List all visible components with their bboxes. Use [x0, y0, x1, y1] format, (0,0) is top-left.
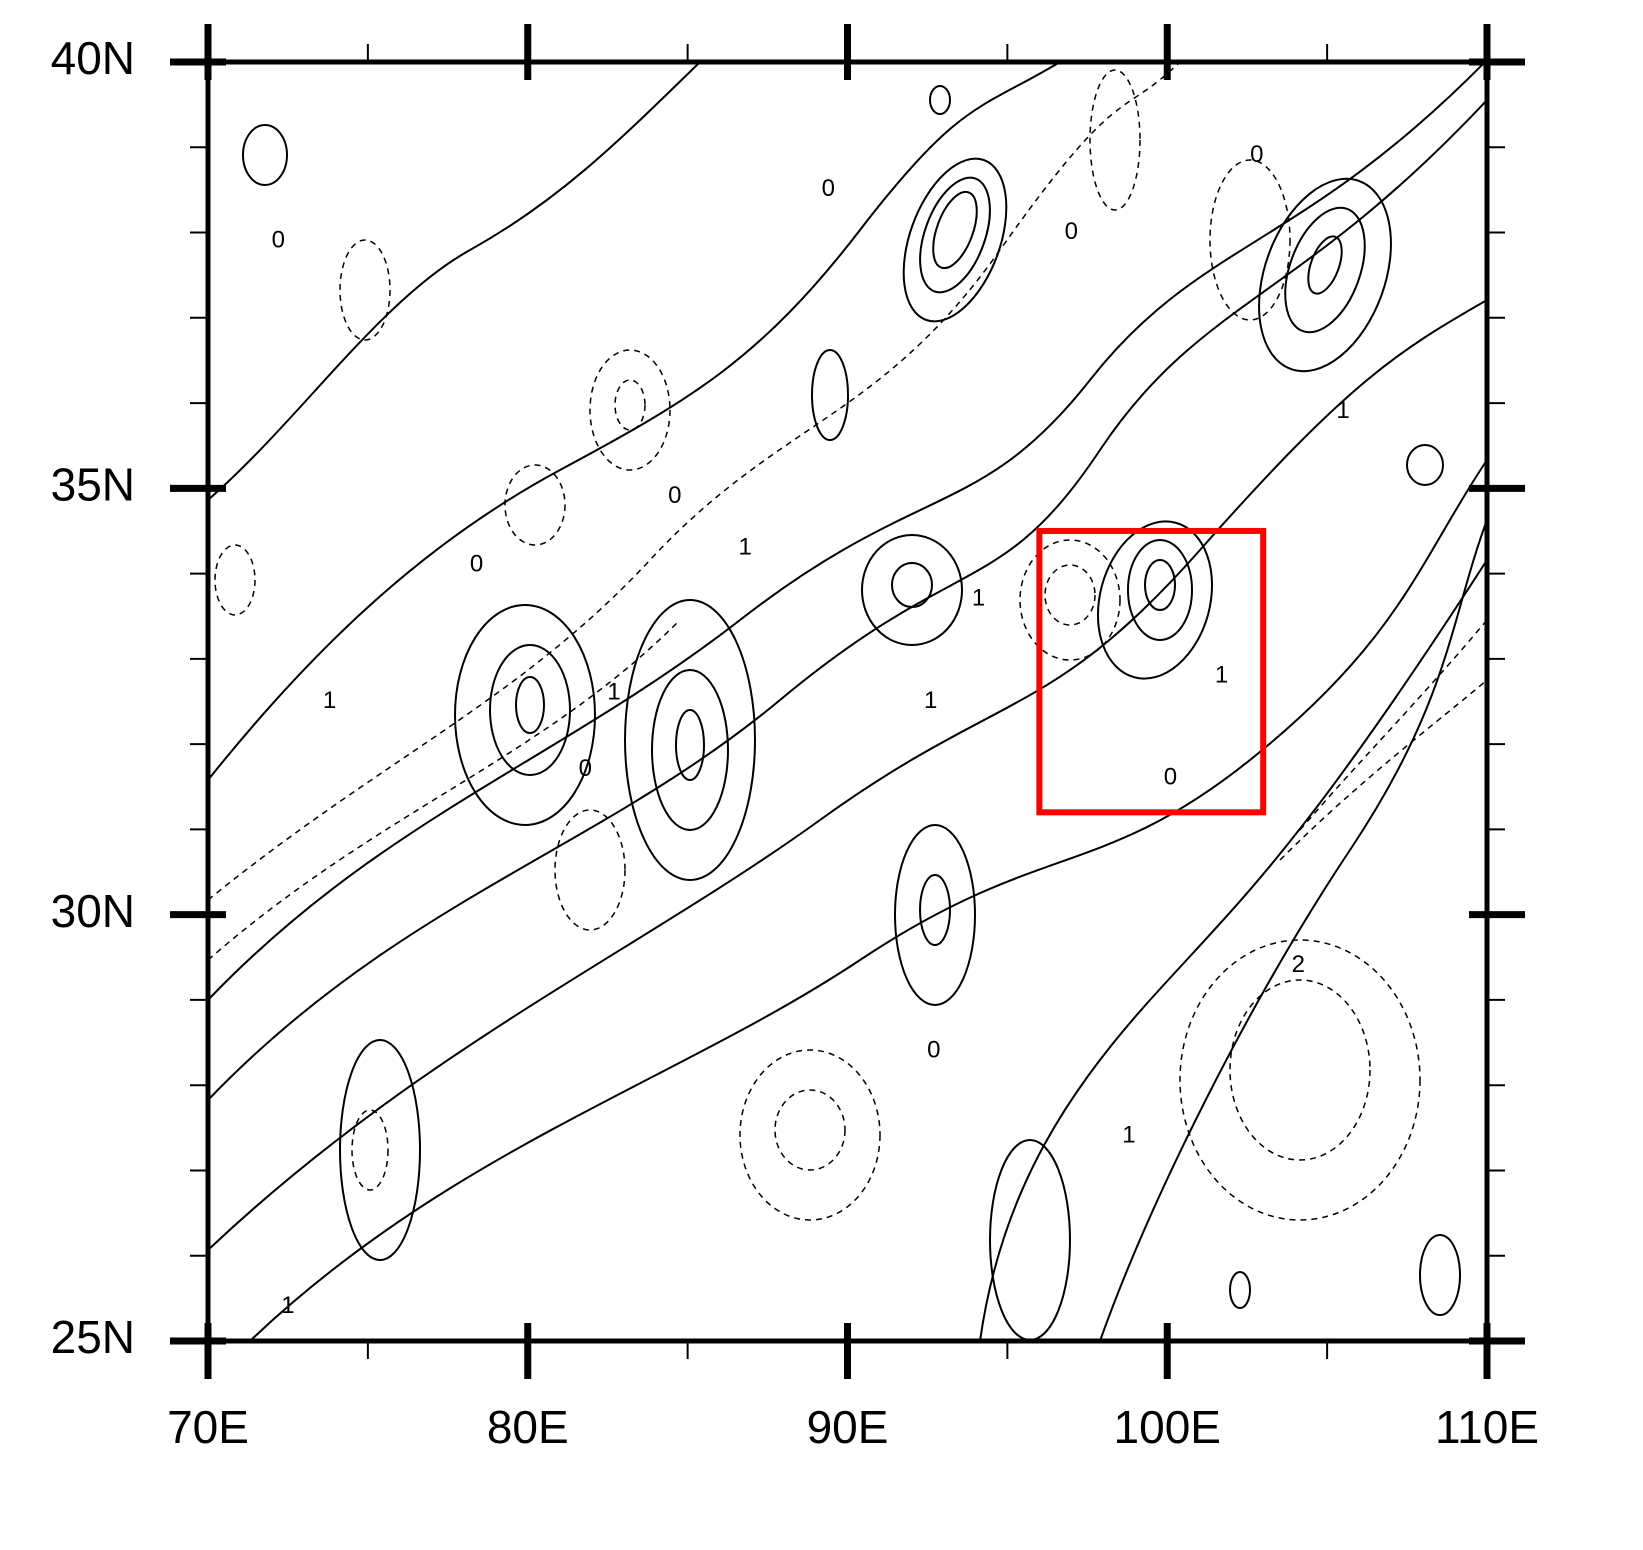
y-tick-label: 25N [51, 1311, 135, 1363]
contours [208, 62, 1487, 1341]
contour-label: 0 [1164, 764, 1177, 791]
x-tick-label: 110E [1435, 1401, 1539, 1453]
contour-label: 1 [924, 687, 937, 714]
contour-label: 0 [1065, 218, 1078, 245]
contour-label: 0 [927, 1036, 940, 1063]
contour-label: 1 [1215, 661, 1228, 688]
contour-label: 1 [607, 678, 620, 705]
contour-label: 0 [272, 226, 285, 253]
plot-frame [205, 59, 1490, 1344]
dashed-contours [208, 62, 1487, 1221]
contour-label: 0 [1250, 141, 1263, 168]
contour-label: 1 [972, 585, 985, 612]
contour-label: 0 [668, 482, 681, 509]
contour-label: 1 [323, 687, 336, 714]
highlight-box [1036, 527, 1267, 816]
contour-label: 1 [1122, 1122, 1135, 1149]
x-tick-label: 70E [167, 1401, 249, 1453]
y-tick-label: 35N [51, 458, 135, 510]
y-tick-label: 40N [51, 32, 135, 84]
x-tick-label: 80E [487, 1401, 569, 1453]
contour-label: 1 [1336, 397, 1349, 424]
contour-label: 1 [281, 1292, 294, 1319]
y-tick-label: 30N [51, 885, 135, 937]
contour-label: 0 [470, 550, 483, 577]
solid-contours [208, 62, 1487, 1341]
contour-label: 0 [822, 175, 835, 202]
x-tick-label: 90E [807, 1401, 889, 1453]
x-tick-label: 100E [1114, 1401, 1221, 1453]
contour-label: 1 [739, 533, 752, 560]
contour-label: 0 [579, 755, 592, 782]
contour-label: 2 [1292, 951, 1305, 978]
